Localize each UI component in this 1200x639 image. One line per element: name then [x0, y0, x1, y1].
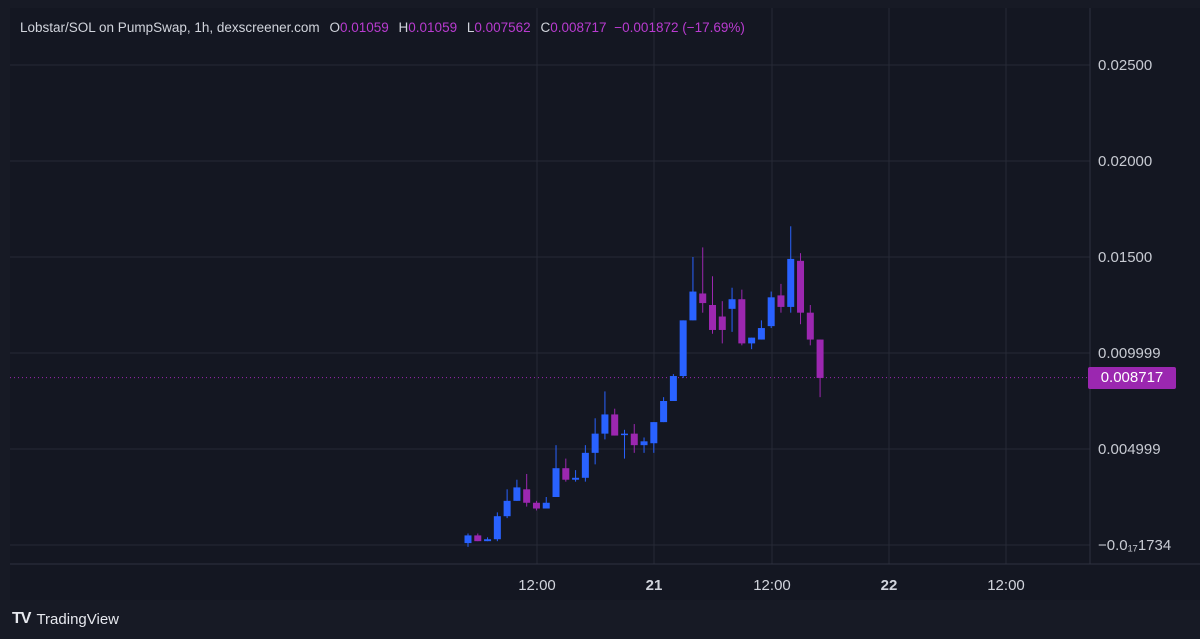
candle-body [601, 414, 609, 434]
candle-body [630, 433, 638, 446]
close-label: C [540, 20, 551, 35]
y-tick-label: 0.02000 [1098, 153, 1152, 170]
candle-body [767, 297, 775, 327]
candle-body [806, 312, 814, 340]
candle-body [728, 299, 736, 309]
low-value: 0.007562 [474, 20, 531, 35]
brand-name: TradingView [36, 610, 119, 628]
candle-body [777, 295, 785, 307]
candle-body [493, 516, 501, 540]
candle-body [748, 337, 756, 344]
high-value: 0.01059 [408, 20, 458, 35]
candle-body [591, 433, 599, 453]
candle-body [718, 316, 726, 330]
candle-body [640, 441, 648, 446]
tradingview-logo-icon: TV [12, 610, 31, 627]
candle-body [513, 487, 521, 501]
ohlc-legend: Lobstar/SOL on PumpSwap, 1h, dexscreener… [20, 20, 745, 35]
candle-body [562, 468, 570, 480]
candle-body [650, 422, 658, 444]
candle-body [620, 433, 628, 436]
candle-body [581, 452, 589, 478]
candle-body [552, 468, 560, 497]
x-tick-label: 12:00 [518, 577, 556, 594]
x-tick-label: 21 [646, 577, 663, 594]
y-tick-label: 0.02500 [1098, 57, 1152, 74]
y-tick-label: −0.0₁₇1734 [1098, 537, 1171, 554]
current-price-label: 0.008717 [1088, 366, 1176, 389]
candle-body [679, 320, 687, 377]
candle-body [660, 401, 668, 423]
candlestick-chart[interactable]: 0.02500 0.02000 0.01500 0.009999 0.004999 −0.… [10, 8, 1200, 600]
candle-body [484, 539, 492, 542]
change-value: −0.001872 (−17.69%) [614, 20, 745, 35]
candle-body [474, 535, 482, 542]
candle-body [523, 489, 531, 503]
open-value: 0.01059 [339, 20, 389, 35]
candle-body [797, 260, 805, 313]
candle-body [738, 299, 746, 344]
chart-area[interactable]: 0.02500 0.02000 0.01500 0.009999 0.004999 −0.… [10, 8, 1200, 600]
close-value: 0.008717 [550, 20, 607, 35]
x-tick-label: 12:00 [987, 577, 1025, 594]
candle-body [709, 305, 716, 330]
candle-body [669, 376, 677, 401]
open-label: O [329, 20, 340, 35]
tradingview-brand[interactable]: TV TradingView [12, 610, 119, 628]
candle-body [572, 477, 580, 480]
candle-body [532, 502, 540, 509]
candle-body [542, 502, 550, 509]
y-tick-label: 0.009999 [1098, 345, 1161, 362]
candle-body [464, 535, 472, 544]
low-label: L [466, 20, 475, 35]
candle-body [611, 414, 619, 436]
y-tick-label: 0.004999 [1098, 441, 1161, 458]
x-tick-label: 22 [881, 577, 898, 594]
candle-body [689, 291, 697, 321]
high-label: H [398, 20, 409, 35]
candle-body [503, 500, 511, 517]
y-tick-label: 0.01500 [1098, 249, 1152, 266]
candle-body [816, 339, 824, 378]
candle-body [787, 258, 795, 307]
x-tick-label: 12:00 [753, 577, 791, 594]
candle-body [757, 328, 765, 340]
pair-title: Lobstar/SOL on PumpSwap, 1h, dexscreener… [20, 20, 320, 35]
candle-body [699, 293, 707, 304]
